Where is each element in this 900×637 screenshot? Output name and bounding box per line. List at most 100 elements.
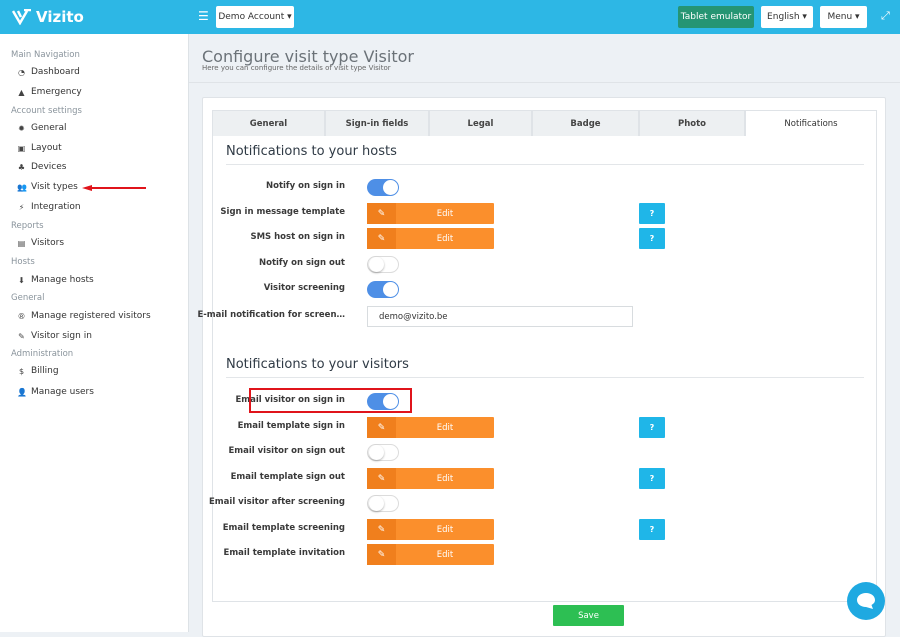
notify-on-sign-intoggle[interactable] — [367, 179, 399, 196]
sidebar-item-layout[interactable]: ▣ Layout — [17, 143, 62, 153]
sidebar-item-visit-types[interactable]: 👥 Visit types — [17, 182, 78, 192]
sidebar-item-visitors[interactable]: ▤ Visitors — [17, 238, 64, 248]
menu-dropdown[interactable]: Menu ▾ — [820, 6, 867, 28]
user-icon: ⬇ — [18, 275, 25, 285]
section-title: Notifications to your hosts — [226, 144, 397, 159]
image-icon: ▣ — [17, 143, 26, 153]
sign-in-message-templateedit-button[interactable]: ✎ Edit — [367, 203, 494, 224]
field-label: Email visitor on sign out — [228, 446, 345, 456]
sidebar-item-manage-registered-visitors[interactable]: ® Manage registered visitors — [17, 311, 151, 321]
sidebar: Main Navigation ◔ Dashboard ▲ Emergency Accou… — [0, 34, 189, 632]
chat-button[interactable] — [847, 582, 885, 620]
account-dropdown[interactable]: Demo Account ▾ — [216, 6, 294, 28]
sidebar-item-visitor-sign-in[interactable]: ✎ Visitor sign in — [17, 331, 92, 341]
settings-panel — [202, 97, 886, 637]
email-template-sign-inedit-button[interactable]: ✎ Edit — [367, 417, 494, 438]
sidebar-item-emergency[interactable]: ▲ Emergency — [17, 87, 82, 97]
edit-icon: ✎ — [367, 417, 396, 438]
field-label: Email template sign in — [237, 421, 345, 431]
sidebar-item-label: Visitors — [31, 238, 65, 248]
sidebar-item-manage-hosts[interactable]: ⬇ Manage hosts — [17, 275, 94, 285]
page-subtitle: Here you can configure the details of vi… — [202, 64, 391, 72]
section-divider — [226, 377, 864, 378]
users-icon: 👥 — [17, 182, 27, 192]
sidebar-item-devices[interactable]: ♣ Devices — [17, 162, 67, 172]
highlight-box-annotation — [249, 388, 412, 413]
field-label: E-mail notification for screen… — [197, 310, 345, 320]
hamburger-menu-icon[interactable]: ☰ — [198, 9, 209, 23]
field-label: SMS host on sign in — [250, 232, 345, 242]
sidebar-item-label: Layout — [31, 143, 62, 153]
sidebar-item-label: Devices — [31, 162, 67, 172]
tab-legal[interactable]: Legal — [429, 110, 532, 136]
edit-label: Edit — [436, 473, 454, 484]
edit-label: Edit — [436, 422, 454, 433]
email-visitor-on-sign-outtoggle[interactable] — [367, 444, 399, 461]
field-label: Email template sign out — [230, 472, 345, 482]
sign-in-message-templatehelp-button[interactable]: ? — [639, 203, 665, 224]
red-arrow-annotation — [82, 185, 146, 191]
tab-general[interactable]: General — [212, 110, 325, 136]
sidebar-item-label: General — [31, 123, 67, 133]
sidebar-item-label: Dashboard — [31, 67, 80, 77]
notify-on-sign-outtoggle[interactable] — [367, 256, 399, 273]
edit-icon: ✎ — [367, 519, 396, 540]
email-visitor-after-screeningtoggle[interactable] — [367, 495, 399, 512]
email-template-sign-outedit-button[interactable]: ✎ Edit — [367, 468, 494, 489]
user-plus-icon: 👤 — [17, 387, 27, 397]
visitor-screeningtoggle[interactable] — [367, 281, 399, 298]
sidebar-group-heading: Administration — [11, 349, 74, 359]
screening-email-input[interactable]: demo@vizito.be — [367, 306, 633, 327]
dollar-icon: $ — [18, 366, 25, 376]
language-dropdown[interactable]: English ▾ — [761, 6, 813, 28]
tab-badge[interactable]: Badge — [532, 110, 639, 136]
sms-host-on-sign-inedit-button[interactable]: ✎ Edit — [367, 228, 494, 249]
email-template-sign-inhelp-button[interactable]: ? — [639, 417, 665, 438]
email-template-invitationedit-button[interactable]: ✎ Edit — [367, 544, 494, 565]
field-label: Visitor screening — [263, 283, 345, 293]
tab-content — [212, 135, 877, 602]
sidebar-item-general[interactable]: ✹ General — [17, 123, 66, 133]
tab-sign-in-fields[interactable]: Sign-in fields — [325, 110, 429, 136]
email-visitor-on-sign-intoggle[interactable] — [367, 393, 399, 410]
dashboard-icon: ◔ — [18, 67, 25, 77]
sidebar-item-billing[interactable]: $ Billing — [17, 366, 59, 376]
logo[interactable]: Vizito — [12, 8, 84, 26]
sms-host-on-sign-inhelp-button[interactable]: ? — [639, 228, 665, 249]
field-label: Notify on sign in — [265, 181, 345, 191]
header-divider — [189, 82, 900, 83]
field-label: Email template invitation — [223, 548, 345, 558]
pencil-icon: ✎ — [18, 331, 25, 341]
tablet-emulator-button[interactable]: Tablet emulator — [678, 6, 754, 28]
top-bar: Vizito ☰ Demo Account ▾ Tablet emulator … — [0, 0, 900, 34]
edit-label: Edit — [436, 549, 454, 560]
email-template-sign-outhelp-button[interactable]: ? — [639, 468, 665, 489]
sidebar-group-heading: Account settings — [11, 106, 82, 116]
app-name: Vizito — [36, 8, 84, 26]
sidebar-item-manage-users[interactable]: 👤 Manage users — [17, 387, 94, 397]
tab-photo[interactable]: Photo — [639, 110, 745, 136]
email-template-screeningedit-button[interactable]: ✎ Edit — [367, 519, 494, 540]
language-label: English — [767, 12, 800, 22]
email-template-screeninghelp-button[interactable]: ? — [639, 519, 665, 540]
field-label: Email visitor after screening — [209, 497, 345, 507]
section-divider — [226, 164, 864, 165]
tab-bar: General Sign-in fields Legal Badge Photo Noti… — [212, 110, 877, 136]
expand-icon[interactable]: ⤢ — [881, 9, 890, 22]
sidebar-item-integration[interactable]: ⚡ Integration — [17, 202, 81, 212]
edit-icon: ✎ — [367, 468, 396, 489]
edit-label: Edit — [436, 524, 454, 535]
save-button[interactable]: Save — [553, 605, 624, 626]
sidebar-group-heading: Hosts — [11, 257, 35, 267]
field-label: Sign in message template — [220, 207, 345, 217]
edit-icon: ✎ — [367, 544, 396, 565]
sidebar-item-label: Integration — [31, 202, 81, 212]
sidebar-item-label: Billing — [31, 366, 59, 376]
account-label: Demo Account — [218, 12, 285, 22]
menu-label: Menu — [827, 12, 853, 22]
sidebar-item-label: Emergency — [31, 87, 82, 97]
section-title: Notifications to your visitors — [226, 357, 409, 372]
sidebar-item-dashboard[interactable]: ◔ Dashboard — [17, 67, 80, 77]
tab-notifications[interactable]: Notifications — [745, 110, 877, 136]
page-title: Configure visit type Visitor — [202, 47, 414, 66]
